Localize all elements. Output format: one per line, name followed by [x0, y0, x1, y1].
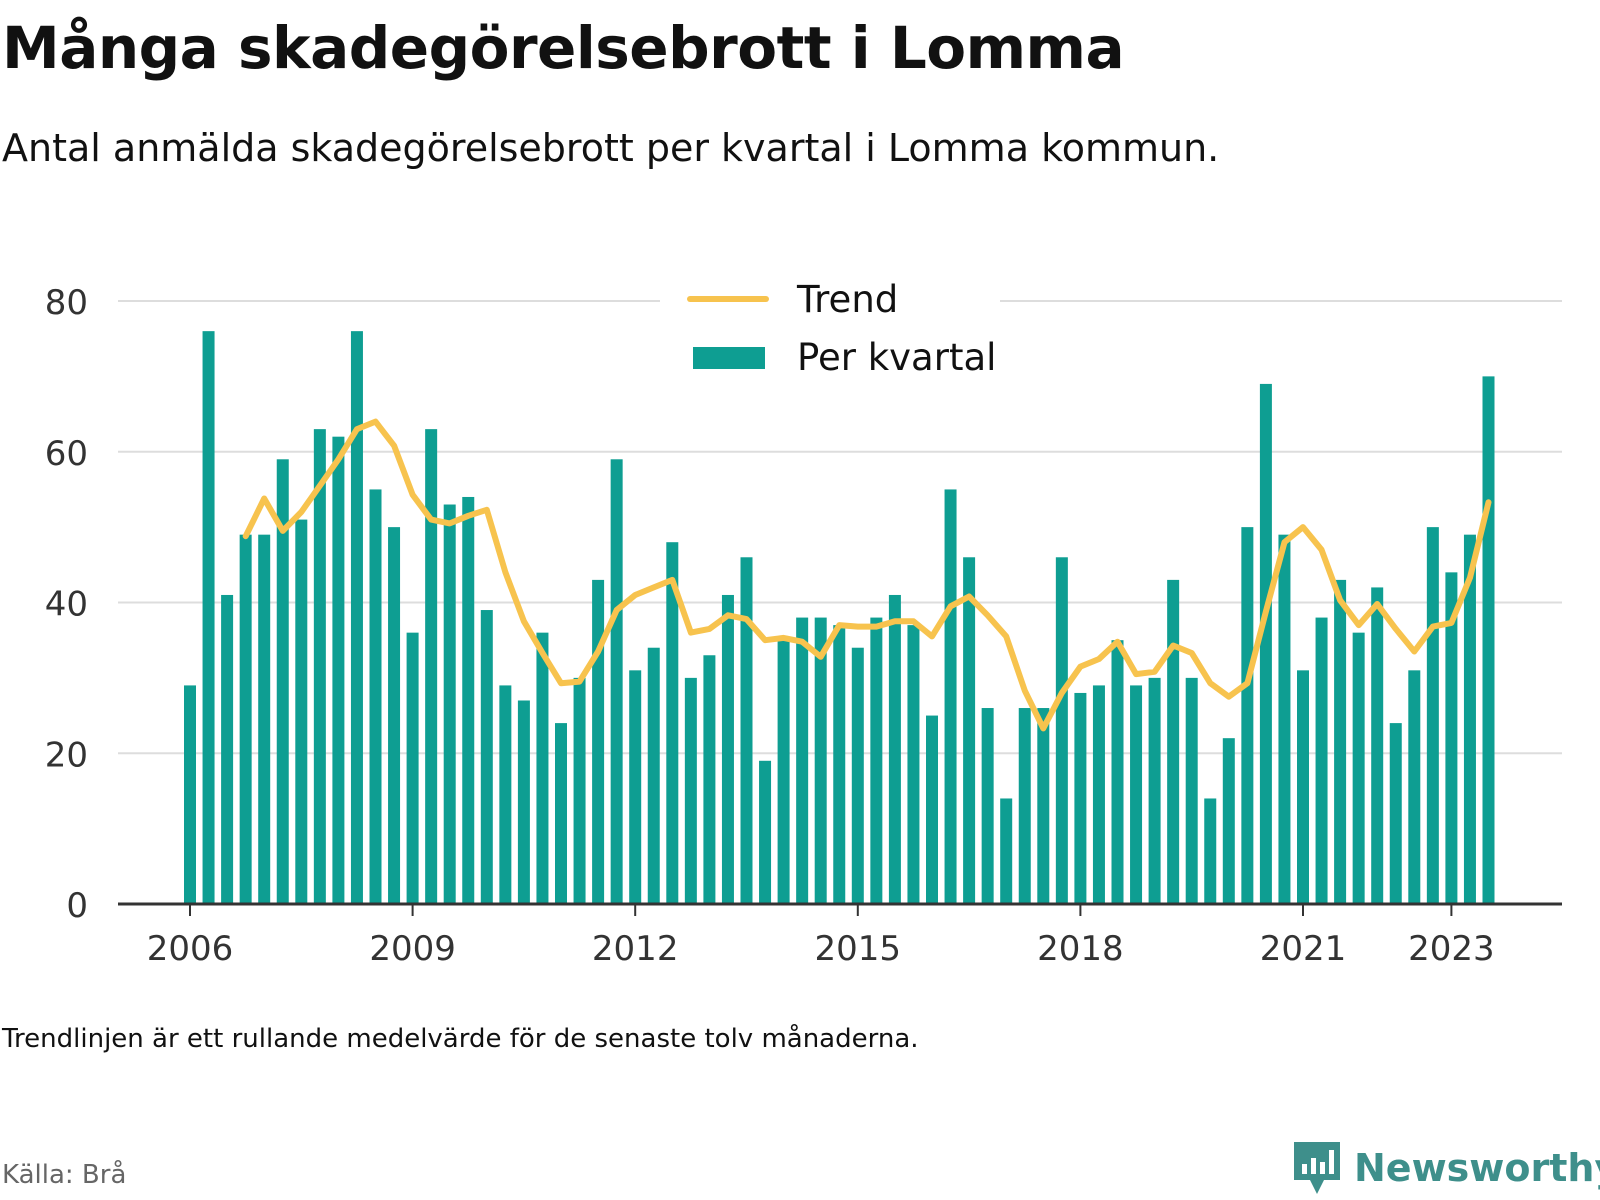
- bar: [536, 632, 549, 904]
- bar: [1000, 798, 1013, 904]
- bar: [833, 625, 846, 904]
- bar: [740, 557, 753, 904]
- x-tick-label: 2015: [815, 929, 902, 969]
- bar: [1334, 579, 1347, 904]
- bar: [573, 677, 586, 904]
- brand-logo: Newsworthy: [1292, 1140, 1600, 1196]
- bar: [239, 534, 252, 904]
- chart-svg: 0 20 40 60 80 2006 2009 2012 2015 2018 2021 2023 T…: [44, 270, 1562, 969]
- bar: [1148, 677, 1161, 904]
- trend-line: [242, 418, 1492, 732]
- bar: [406, 632, 419, 904]
- bar: [870, 617, 883, 904]
- bar: [666, 542, 679, 904]
- bar: [555, 723, 567, 904]
- bar: [907, 625, 920, 904]
- bar: [1130, 685, 1143, 904]
- bar: [332, 436, 345, 904]
- bar: [1167, 579, 1180, 904]
- y-tick-label: 0: [66, 886, 88, 926]
- x-axis-ticks: 2006 2009 2012 2015 2018 2021 2023: [147, 904, 1495, 969]
- bar: [981, 708, 994, 904]
- bar: [1482, 376, 1495, 904]
- y-tick-label: 60: [45, 434, 88, 474]
- bar: [1352, 632, 1365, 904]
- bar: [759, 760, 772, 904]
- bar: [851, 647, 864, 904]
- bar: [1445, 572, 1458, 904]
- bar: [963, 557, 976, 904]
- bar: [777, 640, 790, 904]
- bar: [443, 504, 456, 904]
- x-tick-label: 2012: [592, 929, 679, 969]
- bar: [647, 647, 660, 904]
- bar: [944, 489, 957, 904]
- bar: [480, 610, 493, 904]
- bar: [202, 331, 215, 904]
- bar: [1037, 708, 1050, 904]
- bar: [1074, 692, 1087, 904]
- bar: [610, 459, 623, 904]
- bar: [1297, 670, 1309, 904]
- bar: [462, 496, 475, 904]
- bar: [926, 715, 938, 904]
- bar: [499, 685, 512, 904]
- bar: [221, 594, 234, 904]
- bar: [1204, 798, 1217, 904]
- source-label: Källa: Brå: [2, 1160, 127, 1190]
- legend: Trend Per kvartal: [660, 270, 1000, 382]
- newsworthy-logo-icon: [1294, 1142, 1340, 1194]
- bar: [1111, 640, 1124, 904]
- bar: [1222, 738, 1235, 904]
- bar: [1185, 677, 1198, 904]
- legend-trend-label: Trend: [796, 278, 898, 321]
- bar: [258, 534, 271, 904]
- bar: [1092, 685, 1105, 904]
- bar: [517, 700, 530, 904]
- y-axis-labels: 0 20 40 60 80: [45, 283, 88, 926]
- bar: [295, 519, 308, 904]
- bar: [814, 617, 827, 904]
- bar: [313, 429, 326, 904]
- bar: [1389, 723, 1402, 904]
- bar: [1278, 534, 1291, 904]
- bar: [276, 459, 289, 904]
- legend-bar-swatch: [693, 347, 765, 369]
- brand-name: Newsworthy: [1354, 1146, 1600, 1190]
- x-tick-label: 2009: [369, 929, 456, 969]
- bar: [369, 489, 382, 904]
- legend-bar-label: Per kvartal: [797, 336, 996, 379]
- bar: [184, 685, 196, 904]
- bar: [796, 617, 809, 904]
- chart-subtitle: Antal anmälda skadegörelsebrott per kvar…: [2, 126, 1220, 170]
- x-tick-label: 2018: [1037, 929, 1124, 969]
- y-tick-label: 80: [45, 283, 88, 323]
- bar: [1408, 670, 1421, 904]
- bar: [425, 429, 438, 904]
- bar: [350, 331, 363, 904]
- bar: [684, 677, 697, 904]
- bar: [1055, 557, 1068, 904]
- bar: [721, 594, 734, 904]
- y-tick-label: 40: [45, 585, 88, 625]
- bar: [888, 594, 901, 904]
- x-tick-label: 2006: [147, 929, 234, 969]
- chart-title: Många skadegörelsebrott i Lomma: [2, 14, 1125, 82]
- bar-series: [184, 331, 1495, 905]
- y-tick-label: 20: [45, 735, 88, 775]
- bar: [1241, 527, 1254, 904]
- x-tick-label: 2023: [1408, 929, 1495, 969]
- x-tick-label: 2021: [1260, 929, 1347, 969]
- bar: [1463, 534, 1476, 904]
- footnote: Trendlinjen är ett rullande medelvärde f…: [2, 1024, 919, 1054]
- bar: [388, 527, 401, 904]
- bar: [1426, 527, 1439, 904]
- bar: [1018, 708, 1031, 904]
- bar: [1371, 587, 1384, 904]
- bar: [629, 670, 642, 904]
- bar: [1259, 383, 1272, 905]
- bar: [1315, 617, 1328, 904]
- bar: [703, 655, 716, 904]
- bar: [592, 579, 605, 904]
